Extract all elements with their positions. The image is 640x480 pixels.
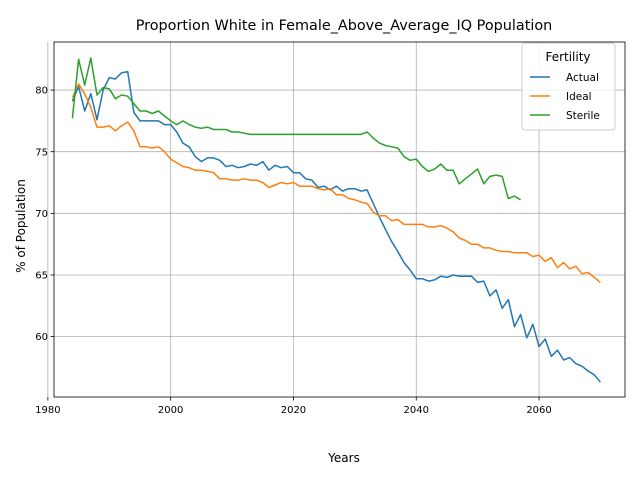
x-tick-label: 2060 — [526, 405, 551, 416]
x-tick-label: 2000 — [158, 405, 183, 416]
legend-label-ideal: Ideal — [566, 91, 592, 103]
x-axis-label: Years — [327, 451, 360, 465]
legend-title: Fertility — [545, 50, 590, 64]
legend-label-sterile: Sterile — [566, 110, 600, 122]
y-tick-label: 65 — [35, 271, 48, 282]
legend-label-actual: Actual — [566, 72, 599, 84]
legend: Fertility Actual Ideal Sterile — [521, 42, 616, 131]
plot-frame — [53, 41, 626, 398]
y-tick-label: 75 — [35, 147, 48, 158]
y-axis-ticks: 60 65 70 75 80 — [35, 86, 54, 343]
chart-title: Proportion White in Female_Above_Average… — [136, 18, 553, 34]
legend-box — [521, 42, 616, 131]
x-axis-ticks: 1980 2000 2020 2040 2060 — [35, 397, 552, 416]
y-tick-label: 80 — [35, 86, 48, 97]
x-tick-label: 2020 — [281, 405, 306, 416]
y-tick-label: 60 — [35, 332, 48, 343]
x-tick-label: 2040 — [404, 405, 429, 416]
series-line-ideal — [71, 83, 601, 283]
x-tick-label: 1980 — [35, 405, 60, 416]
series-line-sterile — [71, 57, 521, 201]
series-lines — [71, 57, 601, 383]
y-tick-label: 70 — [35, 209, 48, 220]
y-axis-label: % of Population — [14, 179, 28, 273]
series-line-actual — [71, 70, 601, 383]
